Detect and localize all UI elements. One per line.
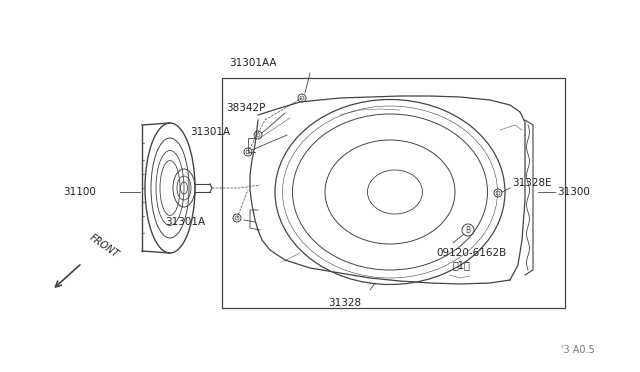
Text: 31100: 31100 <box>63 187 96 197</box>
Text: 31328E: 31328E <box>512 178 552 188</box>
Text: 31301AA: 31301AA <box>229 58 276 68</box>
Text: （1）: （1） <box>453 260 471 270</box>
Text: B: B <box>465 225 470 234</box>
Text: 31301A: 31301A <box>190 127 230 137</box>
Text: FRONT: FRONT <box>88 233 121 260</box>
Text: '3 A0.5: '3 A0.5 <box>561 345 595 355</box>
Text: 31300: 31300 <box>557 187 590 197</box>
Text: 31328: 31328 <box>328 298 362 308</box>
Text: 09120-6162B: 09120-6162B <box>436 248 506 258</box>
Text: 31301A: 31301A <box>165 217 205 227</box>
Bar <box>222 78 565 308</box>
Text: 38342P: 38342P <box>226 103 266 113</box>
